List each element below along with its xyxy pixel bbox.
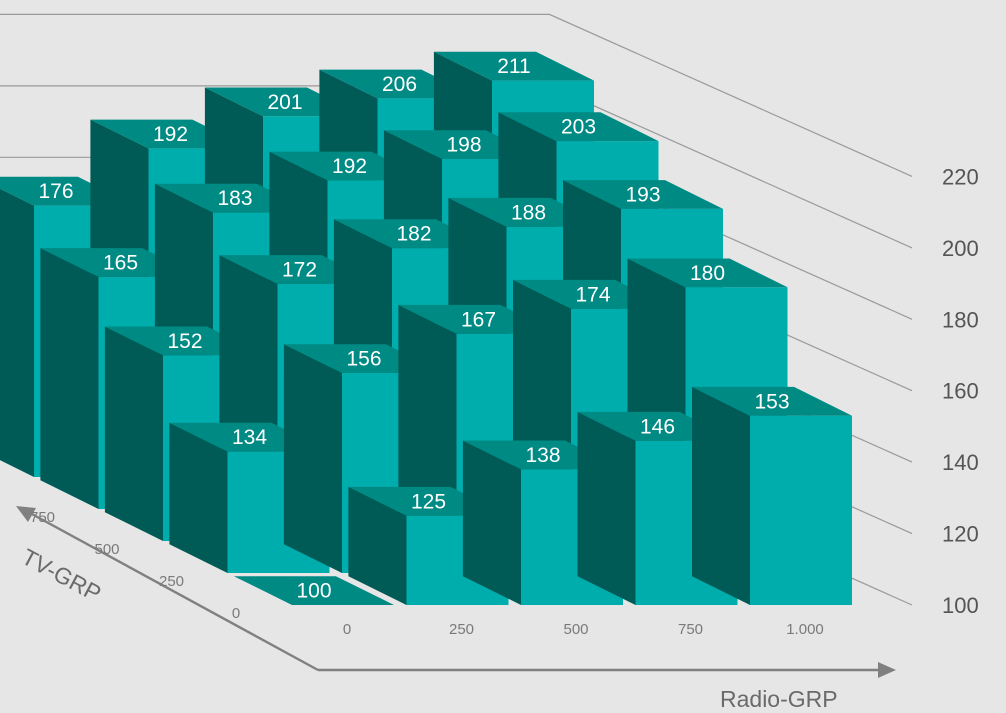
bar-top-face (563, 180, 723, 209)
value-tick-label: 220 (942, 164, 979, 189)
bar: 100 (233, 576, 394, 605)
bar-value-label: 198 (446, 134, 481, 157)
radio-grp-axis-title: Radio-GRP (720, 686, 838, 712)
bar-value-label: 193 (625, 184, 660, 207)
bar-value-label: 174 (575, 283, 610, 306)
bar-side-face (283, 344, 342, 573)
tv-grp-tick-label: 0 (232, 605, 240, 622)
bars-group: 176 192 201 206 211 165 183 192 198 203 152 172 182 1… (0, 51, 852, 605)
value-tick-label: 100 (942, 593, 979, 618)
bar-value-label: 156 (346, 348, 381, 371)
value-tick-label: 200 (942, 236, 979, 261)
bar-top-face (498, 112, 659, 142)
bar-value-label: 100 (296, 580, 331, 603)
bar-value-label: 180 (690, 262, 725, 285)
radio-grp-tick-label: 1.000 (786, 621, 824, 638)
bar-value-label: 188 (511, 201, 546, 224)
radio-grp-tick-label: 500 (563, 621, 588, 638)
value-tick-label: 140 (942, 450, 979, 475)
bar-front-face (750, 415, 852, 605)
bar-side-face (169, 422, 228, 573)
tv-grp-tick-label: 250 (159, 573, 184, 590)
bar-value-label: 206 (382, 73, 417, 96)
tv-grp-axis-title: TV-GRP (18, 543, 106, 606)
bar-side-face (348, 486, 407, 605)
value-tick-label: 120 (942, 522, 979, 547)
bar-value-label: 167 (461, 308, 496, 331)
bar-value-label: 125 (411, 490, 446, 513)
bar-side-face (692, 386, 750, 605)
bar-side-face (577, 411, 636, 605)
bar-value-label: 183 (217, 187, 252, 210)
bar-side-face (40, 248, 99, 509)
bar-value-label: 165 (103, 252, 138, 275)
bar-value-label: 152 (167, 330, 202, 353)
bar-value-label: 201 (267, 91, 302, 114)
bar-value-label: 192 (332, 155, 367, 178)
bar-side-face (462, 440, 521, 605)
bar-side-face (0, 188, 34, 477)
bar: 153 (692, 386, 852, 605)
radio-grp-tick-label: 250 (449, 621, 474, 638)
bar-value-label: 176 (38, 180, 73, 203)
bar-side-face (104, 326, 163, 541)
bar-top-face (233, 576, 394, 605)
bar-top-face (627, 258, 788, 288)
bar-value-label: 134 (232, 426, 267, 449)
bar-value-label: 203 (561, 116, 596, 139)
bar-value-label: 138 (525, 444, 560, 467)
bar-value-label: 192 (153, 123, 188, 146)
bar-top-face (433, 51, 594, 81)
radio-grp-tick-label: 750 (678, 621, 703, 638)
value-gridline (0, 13, 913, 177)
bar-value-label: 211 (497, 55, 530, 78)
tick-labels: 100 120 140 160 180 200 220 0 250 500 750 1.000 0 250… (30, 164, 979, 638)
bar-value-label: 172 (282, 259, 317, 282)
bar-value-label: 182 (396, 223, 431, 246)
tv-grp-tick-label: 500 (94, 541, 119, 558)
radio-grp-arrowhead (878, 662, 896, 678)
bar-top-face (692, 386, 852, 416)
tv-grp-tick-label: 750 (30, 509, 55, 526)
value-tick-label: 180 (942, 307, 979, 332)
bar-value-label: 153 (754, 390, 789, 413)
tv-grp-arrowhead (16, 506, 36, 522)
value-tick-label: 160 (942, 379, 979, 404)
radio-grp-tick-label: 0 (343, 621, 351, 638)
bar-value-label: 146 (640, 415, 675, 438)
tv-grp-axis-arrow (29, 511, 319, 672)
